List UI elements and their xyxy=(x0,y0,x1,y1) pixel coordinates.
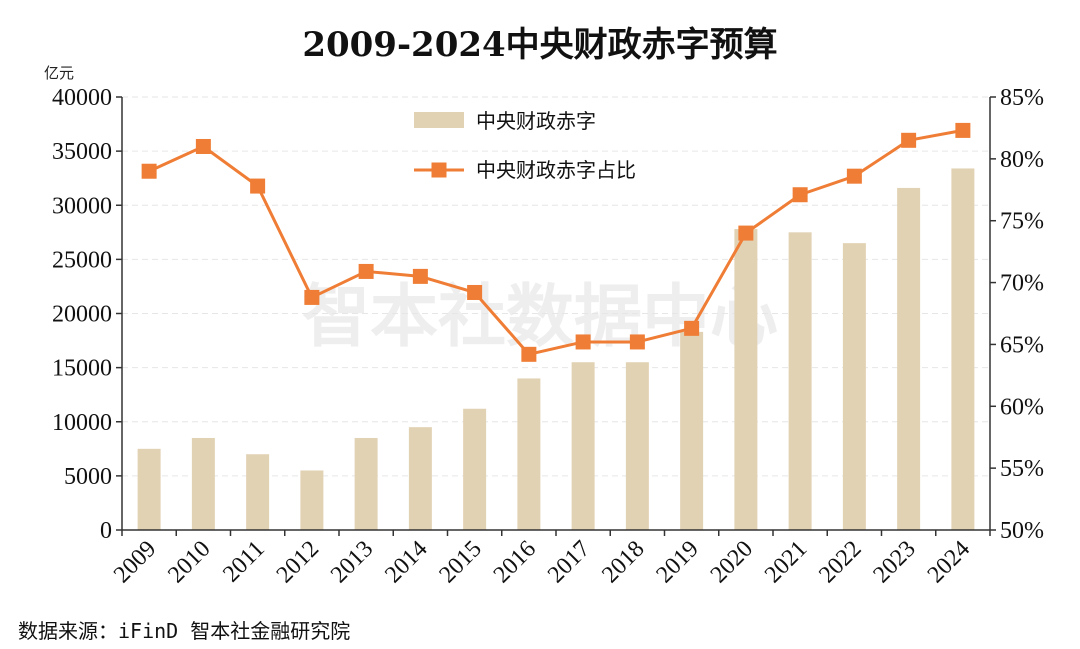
line-path xyxy=(148,128,964,356)
right-tick-label: 80% xyxy=(1000,147,1044,173)
line-point-2019 xyxy=(684,320,700,336)
x-tick-label: 2010 xyxy=(163,536,215,588)
line-point-2018 xyxy=(629,334,645,350)
legend-swatch-bar xyxy=(414,112,464,128)
axes: 0 5000 10000 15000 20000 25000 30000 35000 40000… xyxy=(52,85,1044,588)
right-tick-label: 65% xyxy=(1000,332,1044,358)
line-point-2020 xyxy=(738,225,754,241)
watermark: 智本社数据中心 xyxy=(302,278,778,357)
right-tick-label: 85% xyxy=(1000,85,1044,111)
bar-2021 xyxy=(788,232,812,530)
source-note: 数据来源：iFinD 智本社金融研究院 xyxy=(18,619,350,643)
bar-2013 xyxy=(354,437,378,530)
bar-2017 xyxy=(571,362,595,530)
bar-2020 xyxy=(734,229,758,530)
legend-swatch-marker xyxy=(431,162,447,178)
line-point-2013 xyxy=(358,263,374,279)
bar-2009 xyxy=(137,448,161,530)
x-tick-label: 2023 xyxy=(869,536,921,588)
line-point-2022 xyxy=(846,168,862,184)
left-tick-label: 20000 xyxy=(52,302,112,328)
x-tick-label: 2020 xyxy=(706,536,758,588)
x-tick-label: 2011 xyxy=(218,536,270,588)
x-tick-label: 2018 xyxy=(597,536,649,588)
x-tick-label: 2012 xyxy=(272,536,324,588)
left-tick-label: 40000 xyxy=(52,85,112,111)
x-tick-label: 2015 xyxy=(435,536,487,588)
legend-label-bar: 中央财政赤字 xyxy=(476,109,596,133)
left-tick-label: 5000 xyxy=(64,464,112,490)
right-tick-label: 60% xyxy=(1000,394,1044,420)
line-point-2016 xyxy=(521,346,537,362)
line-point-2009 xyxy=(141,163,157,179)
x-tick-label: 2013 xyxy=(326,536,378,588)
bar-2015 xyxy=(463,408,487,530)
x-tick-label: 2021 xyxy=(760,536,812,588)
x-tick-label: 2019 xyxy=(652,536,704,588)
bar-2014 xyxy=(408,427,432,530)
x-tick-label: 2016 xyxy=(489,536,541,588)
line-point-2024 xyxy=(955,122,971,138)
line-point-2023 xyxy=(901,132,917,148)
bar-series xyxy=(137,168,975,530)
left-axis-unit: 亿元 xyxy=(44,64,74,82)
bar-2024 xyxy=(951,168,975,530)
line-point-2011 xyxy=(250,178,266,194)
x-tick-label: 2014 xyxy=(380,536,432,588)
left-tick-label: 10000 xyxy=(52,410,112,436)
bar-2023 xyxy=(897,187,921,530)
x-tick-label: 2022 xyxy=(814,536,866,588)
left-tick-label: 30000 xyxy=(52,193,112,219)
bar-2011 xyxy=(246,454,270,530)
left-tick-label: 0 xyxy=(100,518,112,544)
left-tick-label: 35000 xyxy=(52,139,112,165)
right-tick-label: 75% xyxy=(1000,209,1044,235)
right-tick-label: 50% xyxy=(1000,518,1044,544)
bar-2010 xyxy=(191,437,215,530)
line-point-2015 xyxy=(467,284,483,300)
bar-2022 xyxy=(842,243,866,530)
left-tick-label: 15000 xyxy=(52,356,112,382)
bar-2018 xyxy=(625,362,649,530)
line-point-2012 xyxy=(304,289,320,305)
bar-2019 xyxy=(680,331,704,530)
right-tick-label: 70% xyxy=(1000,271,1044,297)
bar-2016 xyxy=(517,378,541,530)
bar-2012 xyxy=(300,470,324,530)
x-tick-label: 2024 xyxy=(923,536,975,588)
right-tick-label: 55% xyxy=(1000,456,1044,482)
line-point-2017 xyxy=(575,334,591,350)
line-point-2014 xyxy=(412,268,428,284)
left-tick-label: 25000 xyxy=(52,247,112,273)
line-series xyxy=(141,122,971,362)
chart-title: 2009-2024中央财政赤字预算 xyxy=(302,25,777,65)
line-point-2021 xyxy=(792,187,808,203)
x-tick-label: 2017 xyxy=(543,536,595,588)
legend-label-line: 中央财政赤字占比 xyxy=(476,158,636,182)
line-point-2010 xyxy=(195,138,211,154)
x-tick-label: 2009 xyxy=(109,536,161,588)
